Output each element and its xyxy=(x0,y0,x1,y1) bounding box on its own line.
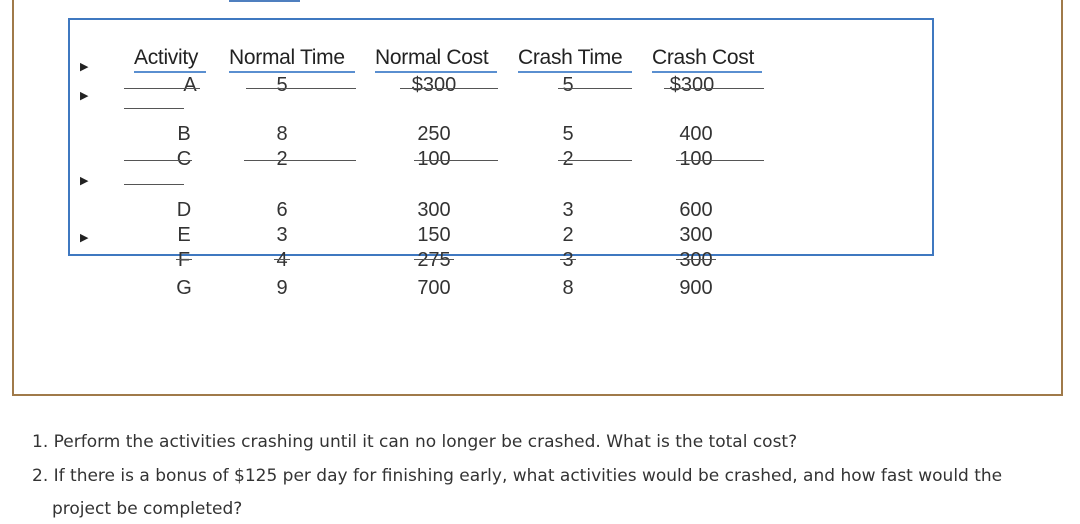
cell-normal-time: 4 xyxy=(276,249,288,271)
cell-activity: B xyxy=(177,123,191,145)
top-tab-indicator xyxy=(229,0,300,2)
play-arrow-icon: ▶ xyxy=(80,61,89,73)
rule-line xyxy=(400,88,498,89)
cell-activity: D xyxy=(176,199,192,221)
cell-normal-cost: 275 xyxy=(417,249,451,271)
header-normal-time: Normal Time xyxy=(229,46,345,69)
rule-line xyxy=(124,160,192,161)
cell-crash-time: 5 xyxy=(562,123,574,145)
cell-crash-time: 3 xyxy=(562,249,574,271)
cell-crash-cost: 900 xyxy=(679,277,713,299)
cell-normal-time: 3 xyxy=(276,224,288,246)
header-underline xyxy=(652,71,762,73)
strike-line xyxy=(676,259,716,260)
cell-crash-cost: 300 xyxy=(679,224,713,246)
cell-activity: G xyxy=(176,277,192,299)
cell-activity: A xyxy=(183,74,197,96)
cell-activity: F xyxy=(177,249,191,271)
play-arrow-icon: ▶ xyxy=(80,232,89,244)
header-underline xyxy=(229,71,355,73)
cell-crash-time: 3 xyxy=(562,199,574,221)
rule-line xyxy=(414,160,498,161)
cell-activity: E xyxy=(177,224,191,246)
cell-normal-time: 9 xyxy=(276,277,288,299)
question-2: 2. If there is a bonus of $125 per day f… xyxy=(32,466,1003,486)
header-normal-cost: Normal Cost xyxy=(375,46,489,69)
rule-line xyxy=(124,88,200,89)
cell-activity: C xyxy=(176,148,192,170)
cell-crash-cost: 100 xyxy=(679,148,713,170)
cell-normal-cost: 250 xyxy=(417,123,451,145)
header-activity: Activity xyxy=(134,46,199,69)
strike-line xyxy=(176,259,192,260)
play-arrow-icon: ▶ xyxy=(80,90,89,102)
header-underline xyxy=(134,71,206,73)
rule-line xyxy=(676,160,764,161)
strike-line xyxy=(274,259,290,260)
rule-line xyxy=(664,88,764,89)
strike-line xyxy=(414,259,454,260)
cell-normal-cost: 100 xyxy=(417,148,451,170)
cell-normal-time: 6 xyxy=(276,199,288,221)
cell-crash-time: 5 xyxy=(562,74,574,96)
cell-normal-cost: $300 xyxy=(411,74,457,96)
question-1: 1. Perform the activities crashing until… xyxy=(32,432,798,452)
header-underline xyxy=(375,71,497,73)
cell-normal-cost: 300 xyxy=(417,199,451,221)
cell-normal-cost: 700 xyxy=(417,277,451,299)
cell-crash-cost: $300 xyxy=(669,74,715,96)
rule-line xyxy=(124,108,184,109)
rule-line xyxy=(558,160,632,161)
header-underline xyxy=(518,71,632,73)
rule-line xyxy=(244,160,356,161)
cell-crash-cost: 600 xyxy=(679,199,713,221)
strike-line xyxy=(560,259,576,260)
rule-line xyxy=(246,88,356,89)
play-arrow-icon: ▶ xyxy=(80,175,89,187)
cell-crash-cost: 300 xyxy=(679,249,713,271)
question-2-continuation: project be completed? xyxy=(52,499,243,519)
cell-normal-cost: 150 xyxy=(417,224,451,246)
rule-line xyxy=(558,88,632,89)
selection-box[interactable] xyxy=(68,18,934,256)
cell-crash-time: 2 xyxy=(562,224,574,246)
outer-frame xyxy=(12,0,1063,396)
header-crash-time: Crash Time xyxy=(518,46,623,69)
cell-crash-cost: 400 xyxy=(679,123,713,145)
cell-crash-time: 2 xyxy=(562,148,574,170)
cell-normal-time: 8 xyxy=(276,123,288,145)
cell-normal-time: 2 xyxy=(276,148,288,170)
header-crash-cost: Crash Cost xyxy=(652,46,755,69)
cell-crash-time: 8 xyxy=(562,277,574,299)
rule-line xyxy=(124,184,184,185)
cell-normal-time: 5 xyxy=(276,74,288,96)
